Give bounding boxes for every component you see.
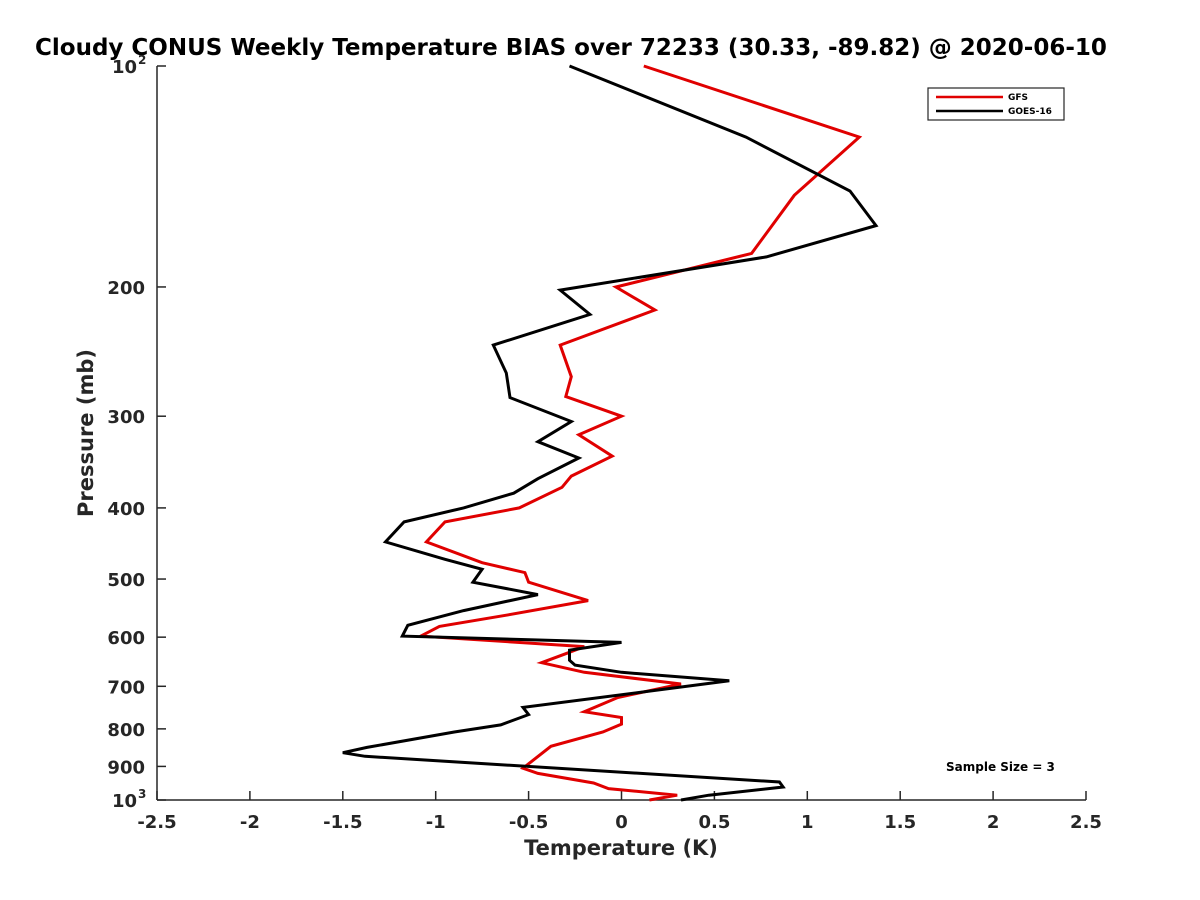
legend-label-gfs: GFS — [1008, 93, 1028, 103]
x-tick-label: -2.5 — [137, 812, 176, 833]
y-tick-exponent: 3 — [138, 787, 146, 801]
y-tick-label: 400 — [107, 499, 145, 520]
y-tick-label: 700 — [107, 677, 145, 698]
legend-label-goes16: GOES-16 — [1008, 107, 1052, 117]
x-axis-label: Temperature (K) — [524, 836, 718, 860]
x-tick-label: 0.5 — [698, 812, 730, 833]
series-line-goes-16 — [342, 64, 879, 802]
series-line-gfs — [415, 64, 863, 802]
y-tick-label: 600 — [107, 628, 145, 649]
x-ticks: -2.5 -2 -1.5 -1 -0.5 0 0.5 1 1.5 2 2.5 — [137, 791, 1102, 833]
legend-box — [927, 87, 1065, 121]
x-tick-label: -1 — [426, 812, 446, 833]
y-tick-label: 300 — [107, 407, 145, 428]
y-axis-label: Pressure (mb) — [74, 349, 98, 517]
legend: GFS GOES-16 — [927, 87, 1065, 121]
series-lines — [342, 64, 879, 802]
x-tick-label: -0.5 — [509, 812, 548, 833]
x-tick-label: -1.5 — [323, 812, 362, 833]
x-tick-label: 2.5 — [1070, 812, 1102, 833]
x-tick-label: -2 — [240, 812, 260, 833]
x-tick-label: 1.5 — [884, 812, 916, 833]
sample-size-annotation: Sample Size = 3 — [946, 760, 1055, 774]
y-tick-label: 500 — [107, 570, 145, 591]
y-tick-exponent: 2 — [138, 53, 146, 67]
y-tick-label: 900 — [107, 757, 145, 778]
y-tick-label: 800 — [107, 720, 145, 741]
x-tick-label: 1 — [801, 812, 814, 833]
x-tick-label: 0 — [615, 812, 628, 833]
y-tick-label: 10 — [112, 57, 137, 78]
chart-title: Cloudy CONUS Weekly Temperature BIAS ove… — [35, 35, 1107, 61]
x-tick-label: 2 — [987, 812, 1000, 833]
y-tick-label: 200 — [107, 278, 145, 299]
y-tick-label: 10 — [112, 791, 137, 812]
